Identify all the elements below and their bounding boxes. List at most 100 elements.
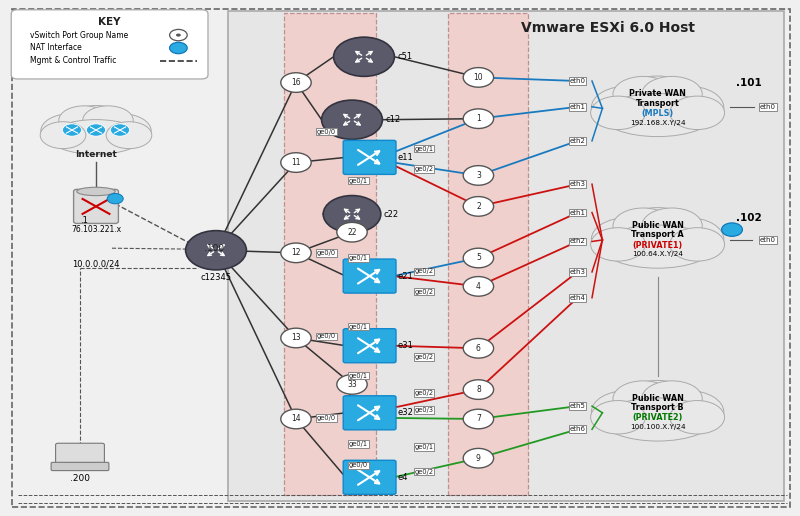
Text: 14: 14: [291, 414, 301, 424]
Text: c12345: c12345: [201, 272, 231, 282]
Ellipse shape: [40, 122, 86, 149]
Circle shape: [281, 153, 311, 172]
FancyBboxPatch shape: [56, 443, 104, 466]
Text: eth2: eth2: [570, 238, 586, 245]
Ellipse shape: [591, 391, 663, 433]
Text: 10.0.0.0/24: 10.0.0.0/24: [72, 260, 120, 269]
Ellipse shape: [106, 122, 152, 149]
FancyBboxPatch shape: [343, 140, 396, 174]
Circle shape: [463, 338, 494, 358]
Text: ge0/2: ge0/2: [414, 469, 434, 475]
Circle shape: [463, 248, 494, 268]
Text: e32: e32: [398, 408, 414, 417]
Circle shape: [463, 380, 494, 399]
Circle shape: [281, 328, 311, 348]
Text: 10: 10: [474, 73, 483, 82]
Ellipse shape: [613, 76, 674, 112]
Circle shape: [337, 375, 367, 394]
Text: Vmware ESXi 6.0 Host: Vmware ESXi 6.0 Host: [521, 21, 695, 36]
Circle shape: [107, 194, 123, 204]
Text: ge0/0: ge0/0: [349, 462, 368, 469]
Text: eth0: eth0: [760, 104, 776, 110]
Text: 2: 2: [476, 202, 481, 211]
Text: 8: 8: [476, 385, 481, 394]
Text: ge0/0: ge0/0: [317, 128, 336, 135]
FancyBboxPatch shape: [228, 11, 784, 501]
Text: Transport: Transport: [636, 99, 679, 108]
Text: ge0/2: ge0/2: [414, 354, 434, 360]
Text: 11: 11: [291, 158, 301, 167]
Text: c22: c22: [384, 209, 399, 219]
Text: NAT Interface: NAT Interface: [30, 43, 82, 53]
Text: 100.64.X.Y/24: 100.64.X.Y/24: [632, 251, 683, 257]
Circle shape: [170, 42, 187, 54]
FancyBboxPatch shape: [448, 13, 528, 495]
Ellipse shape: [591, 86, 663, 129]
Text: c51: c51: [398, 52, 413, 61]
Text: eth3: eth3: [570, 181, 586, 187]
Circle shape: [86, 124, 106, 136]
Text: Public WAN: Public WAN: [632, 221, 683, 230]
Text: (PRIVATE1): (PRIVATE1): [633, 240, 682, 250]
Ellipse shape: [652, 218, 724, 261]
Ellipse shape: [59, 106, 109, 135]
Text: vSwitch Port Group Name: vSwitch Port Group Name: [30, 30, 129, 40]
FancyBboxPatch shape: [343, 329, 396, 363]
Text: ge0/2: ge0/2: [414, 288, 434, 295]
Circle shape: [62, 124, 82, 136]
Circle shape: [334, 37, 394, 76]
Ellipse shape: [59, 106, 133, 149]
Text: (PRIVATE2): (PRIVATE2): [633, 413, 682, 423]
Circle shape: [463, 166, 494, 185]
Circle shape: [170, 29, 187, 41]
Text: ge0/2: ge0/2: [414, 268, 434, 275]
Text: .1: .1: [80, 216, 88, 225]
Text: Mgmt & Control Traffic: Mgmt & Control Traffic: [30, 56, 117, 66]
Text: ge0/0: ge0/0: [317, 250, 336, 256]
Text: eth2: eth2: [570, 138, 586, 144]
Text: eth4: eth4: [570, 295, 586, 301]
Text: KEY: KEY: [98, 17, 121, 27]
Text: ge0/1: ge0/1: [349, 178, 368, 184]
Circle shape: [186, 231, 246, 270]
Text: Transport A: Transport A: [631, 230, 684, 239]
Text: 4: 4: [476, 282, 481, 291]
FancyBboxPatch shape: [51, 462, 109, 471]
Text: eth1: eth1: [570, 209, 586, 216]
Ellipse shape: [613, 76, 702, 130]
FancyBboxPatch shape: [74, 189, 118, 223]
Circle shape: [463, 68, 494, 87]
Ellipse shape: [91, 114, 151, 148]
Text: e4: e4: [398, 473, 408, 482]
Circle shape: [463, 277, 494, 296]
Ellipse shape: [50, 120, 143, 154]
Text: ge0/1: ge0/1: [349, 373, 368, 379]
Text: .200: .200: [70, 474, 90, 483]
Ellipse shape: [602, 398, 714, 441]
Circle shape: [463, 409, 494, 429]
Circle shape: [110, 124, 130, 136]
Ellipse shape: [670, 228, 725, 261]
Text: Transport B: Transport B: [631, 403, 684, 412]
Text: eth6: eth6: [570, 426, 586, 432]
FancyBboxPatch shape: [11, 10, 208, 79]
Text: ge0/1: ge0/1: [349, 324, 368, 330]
Ellipse shape: [613, 208, 674, 244]
Text: 12: 12: [291, 248, 301, 257]
Text: Private WAN: Private WAN: [629, 89, 686, 99]
Text: ge0/1: ge0/1: [414, 146, 434, 152]
Ellipse shape: [613, 380, 702, 434]
Text: 13: 13: [291, 333, 301, 343]
FancyBboxPatch shape: [343, 460, 396, 494]
Ellipse shape: [670, 96, 725, 130]
Text: .100: .100: [204, 244, 224, 253]
Text: ge0/2: ge0/2: [414, 390, 434, 396]
Ellipse shape: [602, 93, 714, 137]
Circle shape: [323, 196, 381, 233]
Circle shape: [176, 34, 181, 37]
Ellipse shape: [642, 381, 702, 416]
Circle shape: [463, 109, 494, 128]
Ellipse shape: [642, 208, 702, 244]
Text: eth1: eth1: [570, 104, 586, 110]
Text: 5: 5: [476, 253, 481, 263]
